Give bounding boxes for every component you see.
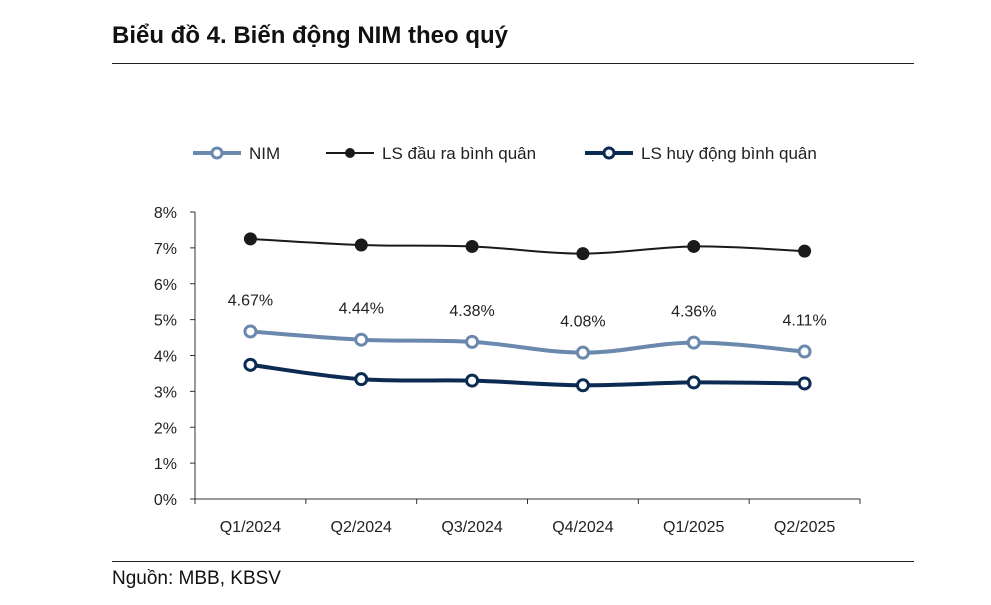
- title-divider: [112, 63, 914, 64]
- y-tick-label: 0%: [154, 492, 177, 509]
- source-note: Nguồn: MBB, KBSV: [112, 568, 281, 589]
- y-tick-label: 6%: [154, 277, 177, 294]
- chart-series: 4.67% 4.44% 4.38% 4.08% 4.36% 4.11%: [228, 232, 827, 393]
- series-line: [250, 362, 805, 388]
- legend-marker: [345, 148, 355, 158]
- data-point: [686, 375, 701, 390]
- y-tick-label: 1%: [154, 456, 177, 473]
- chart-title: Biểu đồ 4. Biến động NIM theo quý: [112, 22, 508, 49]
- legend-marker: [602, 146, 616, 160]
- data-label: 4.36%: [671, 304, 716, 321]
- data-label: 4.11%: [782, 313, 826, 330]
- data-point: [354, 238, 368, 252]
- data-point: [465, 334, 480, 349]
- data-point: [354, 332, 369, 347]
- chart-axes: 0% 1% 2% 3% 4% 5% 6% 7% 8% Q1/2024 Q2/2024 Q3/2024 Q…: [154, 205, 861, 536]
- y-tick-label: 2%: [154, 420, 177, 437]
- data-point: [465, 239, 479, 253]
- data-point: [687, 239, 701, 253]
- data-point: [797, 376, 812, 391]
- y-tick-label: 3%: [154, 384, 177, 401]
- x-tick-label: Q4/2024: [552, 519, 613, 536]
- legend-marker: [210, 146, 224, 160]
- data-point: [354, 372, 369, 387]
- y-tick-label: 4%: [154, 349, 177, 366]
- data-label: 4.08%: [560, 314, 605, 331]
- data-point: [243, 357, 258, 372]
- legend-item-2: LS huy động bình quân: [585, 144, 817, 163]
- legend-label: LS huy động bình quân: [641, 144, 817, 163]
- data-point: [575, 345, 590, 360]
- data-label: 4.44%: [339, 301, 384, 318]
- y-tick-label: 5%: [154, 313, 177, 330]
- y-tick-label: 7%: [154, 241, 177, 258]
- data-point: [576, 247, 590, 261]
- x-tick-label: Q2/2024: [331, 519, 392, 536]
- x-tick-label: Q2/2025: [774, 519, 835, 536]
- data-point: [797, 344, 812, 359]
- legend-item-0: NIM: [193, 144, 280, 163]
- x-tick-label: Q3/2024: [441, 519, 502, 536]
- data-point: [686, 335, 701, 350]
- chart-legend: NIM LS đầu ra bình quân LS huy động bình q…: [193, 144, 817, 163]
- data-point: [243, 324, 258, 339]
- series-2: [243, 357, 812, 393]
- y-tick-label: 8%: [154, 205, 177, 222]
- data-point: [243, 232, 257, 246]
- data-point: [798, 244, 812, 258]
- legend-item-1: LS đầu ra bình quân: [326, 144, 536, 163]
- x-tick-label: Q1/2025: [663, 519, 724, 536]
- series-line: [250, 329, 805, 355]
- legend-label: LS đầu ra bình quân: [382, 144, 536, 163]
- data-label: 4.67%: [228, 292, 273, 309]
- series-line: [250, 237, 805, 255]
- data-label: 4.38%: [449, 303, 494, 320]
- series-0: 4.67% 4.44% 4.38% 4.08% 4.36% 4.11%: [228, 292, 827, 360]
- data-point: [465, 373, 480, 388]
- x-tick-label: Q1/2024: [220, 519, 281, 536]
- series-1: [243, 232, 812, 261]
- source-divider: [112, 561, 914, 562]
- data-point: [575, 378, 590, 393]
- legend-label: NIM: [249, 144, 280, 163]
